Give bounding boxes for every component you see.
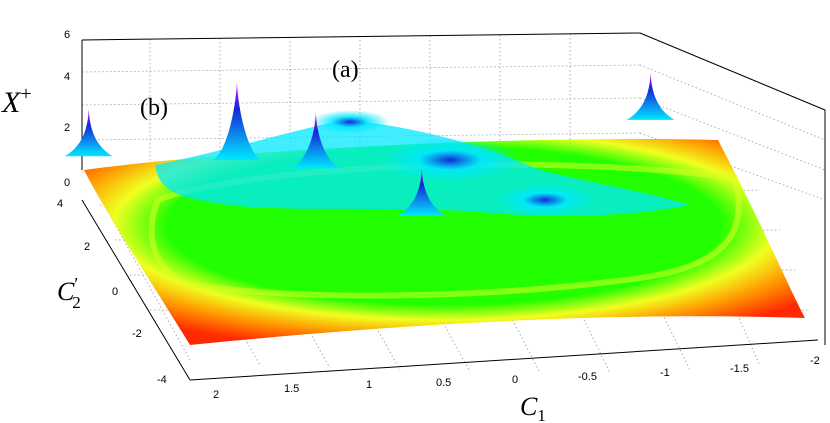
x-tick-label: 0.5 (436, 377, 451, 389)
y-tick-label: 2 (84, 241, 90, 253)
x-tick-label: 0 (512, 374, 518, 386)
z-tick-label: 6 (64, 29, 70, 41)
x-tick-label: 1.5 (284, 383, 299, 395)
z-label-main: X (1, 86, 22, 119)
y-axis-label: C′ 2 (57, 274, 81, 312)
blue-basin-center (380, 138, 520, 182)
surface-peak (291, 112, 340, 169)
x-label-sub: 1 (537, 406, 546, 423)
x-tick-label: 1 (366, 379, 372, 391)
surface-peak (626, 72, 675, 120)
x-ticks: 2 1.5 1 0.5 0 -0.5 -1 -1.5 -2 (213, 355, 820, 401)
y-label-sub: 2 (72, 293, 81, 312)
y-tick-label: 0 (112, 286, 118, 298)
svg-text:C′2: C′ 2 (57, 274, 81, 312)
x-tick-label: -2 (810, 355, 820, 367)
x-tick-label: -1 (660, 367, 670, 379)
surface-spikes (64, 72, 675, 216)
blue-basin-right (495, 184, 595, 216)
y-axis-line (81, 199, 191, 381)
surface (64, 72, 805, 345)
annotation-b: (b) (140, 95, 168, 121)
z-tick-label: 0 (64, 177, 70, 189)
z-ticks: 6 4 2 0 (64, 29, 70, 189)
z-tick-label: 4 (64, 71, 70, 83)
x-tick-label: 2 (213, 389, 219, 401)
z-label-sup: + (20, 83, 31, 105)
z-tick-label: 2 (64, 122, 70, 134)
surface-peak (212, 82, 261, 160)
x-tick-label: -1.5 (730, 363, 749, 375)
blue-basin-top (310, 110, 390, 134)
x-axis-label: C1 (520, 392, 546, 423)
surface-peak (397, 168, 446, 216)
y-tick-label: 4 (57, 198, 63, 210)
z-axis-label: X+ (1, 83, 32, 119)
y-ticks: 4 2 0 -2 -4 (57, 198, 167, 386)
svg-text:X+: X+ (1, 83, 32, 119)
y-tick-label: -2 (132, 328, 142, 340)
x-label-main: C (520, 392, 538, 421)
x-axis-line (189, 339, 819, 381)
x-tick-label: -0.5 (578, 371, 597, 383)
y-tick-label: -4 (157, 374, 167, 386)
svg-text:C1: C1 (520, 392, 546, 423)
surface-peak (64, 108, 113, 157)
annotation-a: (a) (332, 57, 359, 83)
y-label-main: C (57, 277, 75, 306)
y-label-prime: ′ (74, 274, 78, 294)
